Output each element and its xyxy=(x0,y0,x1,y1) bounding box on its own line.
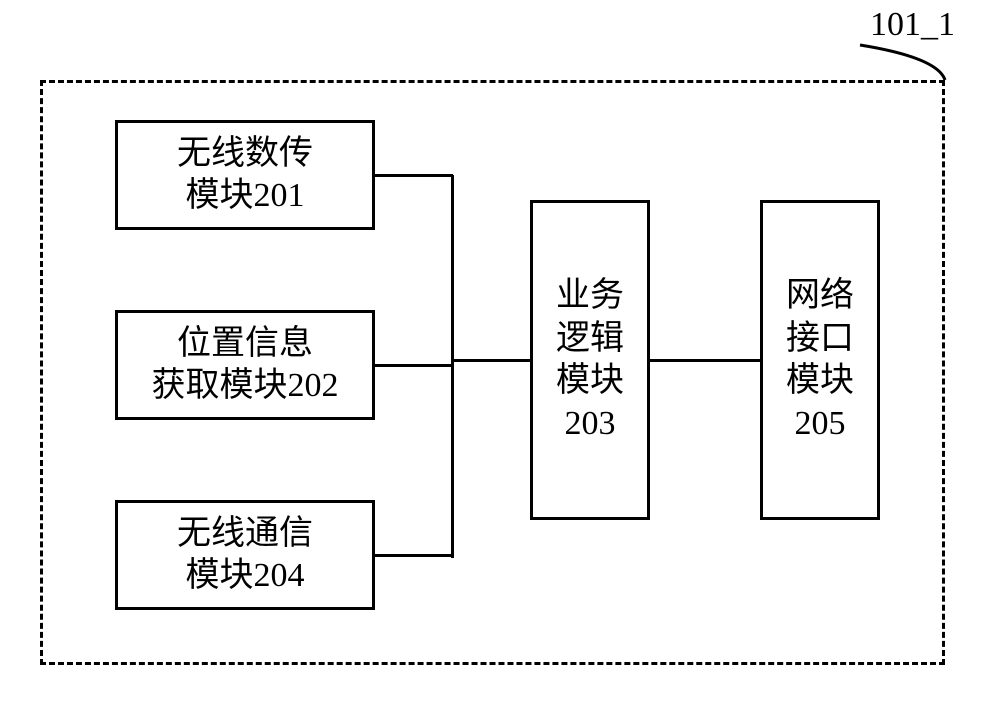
node-n202: 位置信息 获取模块202 xyxy=(115,310,375,420)
edge-segment xyxy=(375,554,453,557)
edge-segment xyxy=(451,175,454,363)
edge-segment xyxy=(453,359,531,362)
outer-label: 101_1 xyxy=(870,6,955,44)
edge-segment xyxy=(375,364,453,367)
node-n205: 网络 接口 模块 205 xyxy=(760,200,880,520)
node-n204: 无线通信 模块204 xyxy=(115,500,375,610)
diagram-stage: 101_1 无线数传 模块201 位置信息 获取模块202 无线通信 模块204 业务 … xyxy=(0,0,1000,701)
node-n203: 业务 逻辑 模块 203 xyxy=(530,200,650,520)
edge-segment xyxy=(451,360,454,558)
edge-segment xyxy=(650,359,760,362)
node-n201: 无线数传 模块201 xyxy=(115,120,375,230)
edge-segment xyxy=(375,174,453,177)
